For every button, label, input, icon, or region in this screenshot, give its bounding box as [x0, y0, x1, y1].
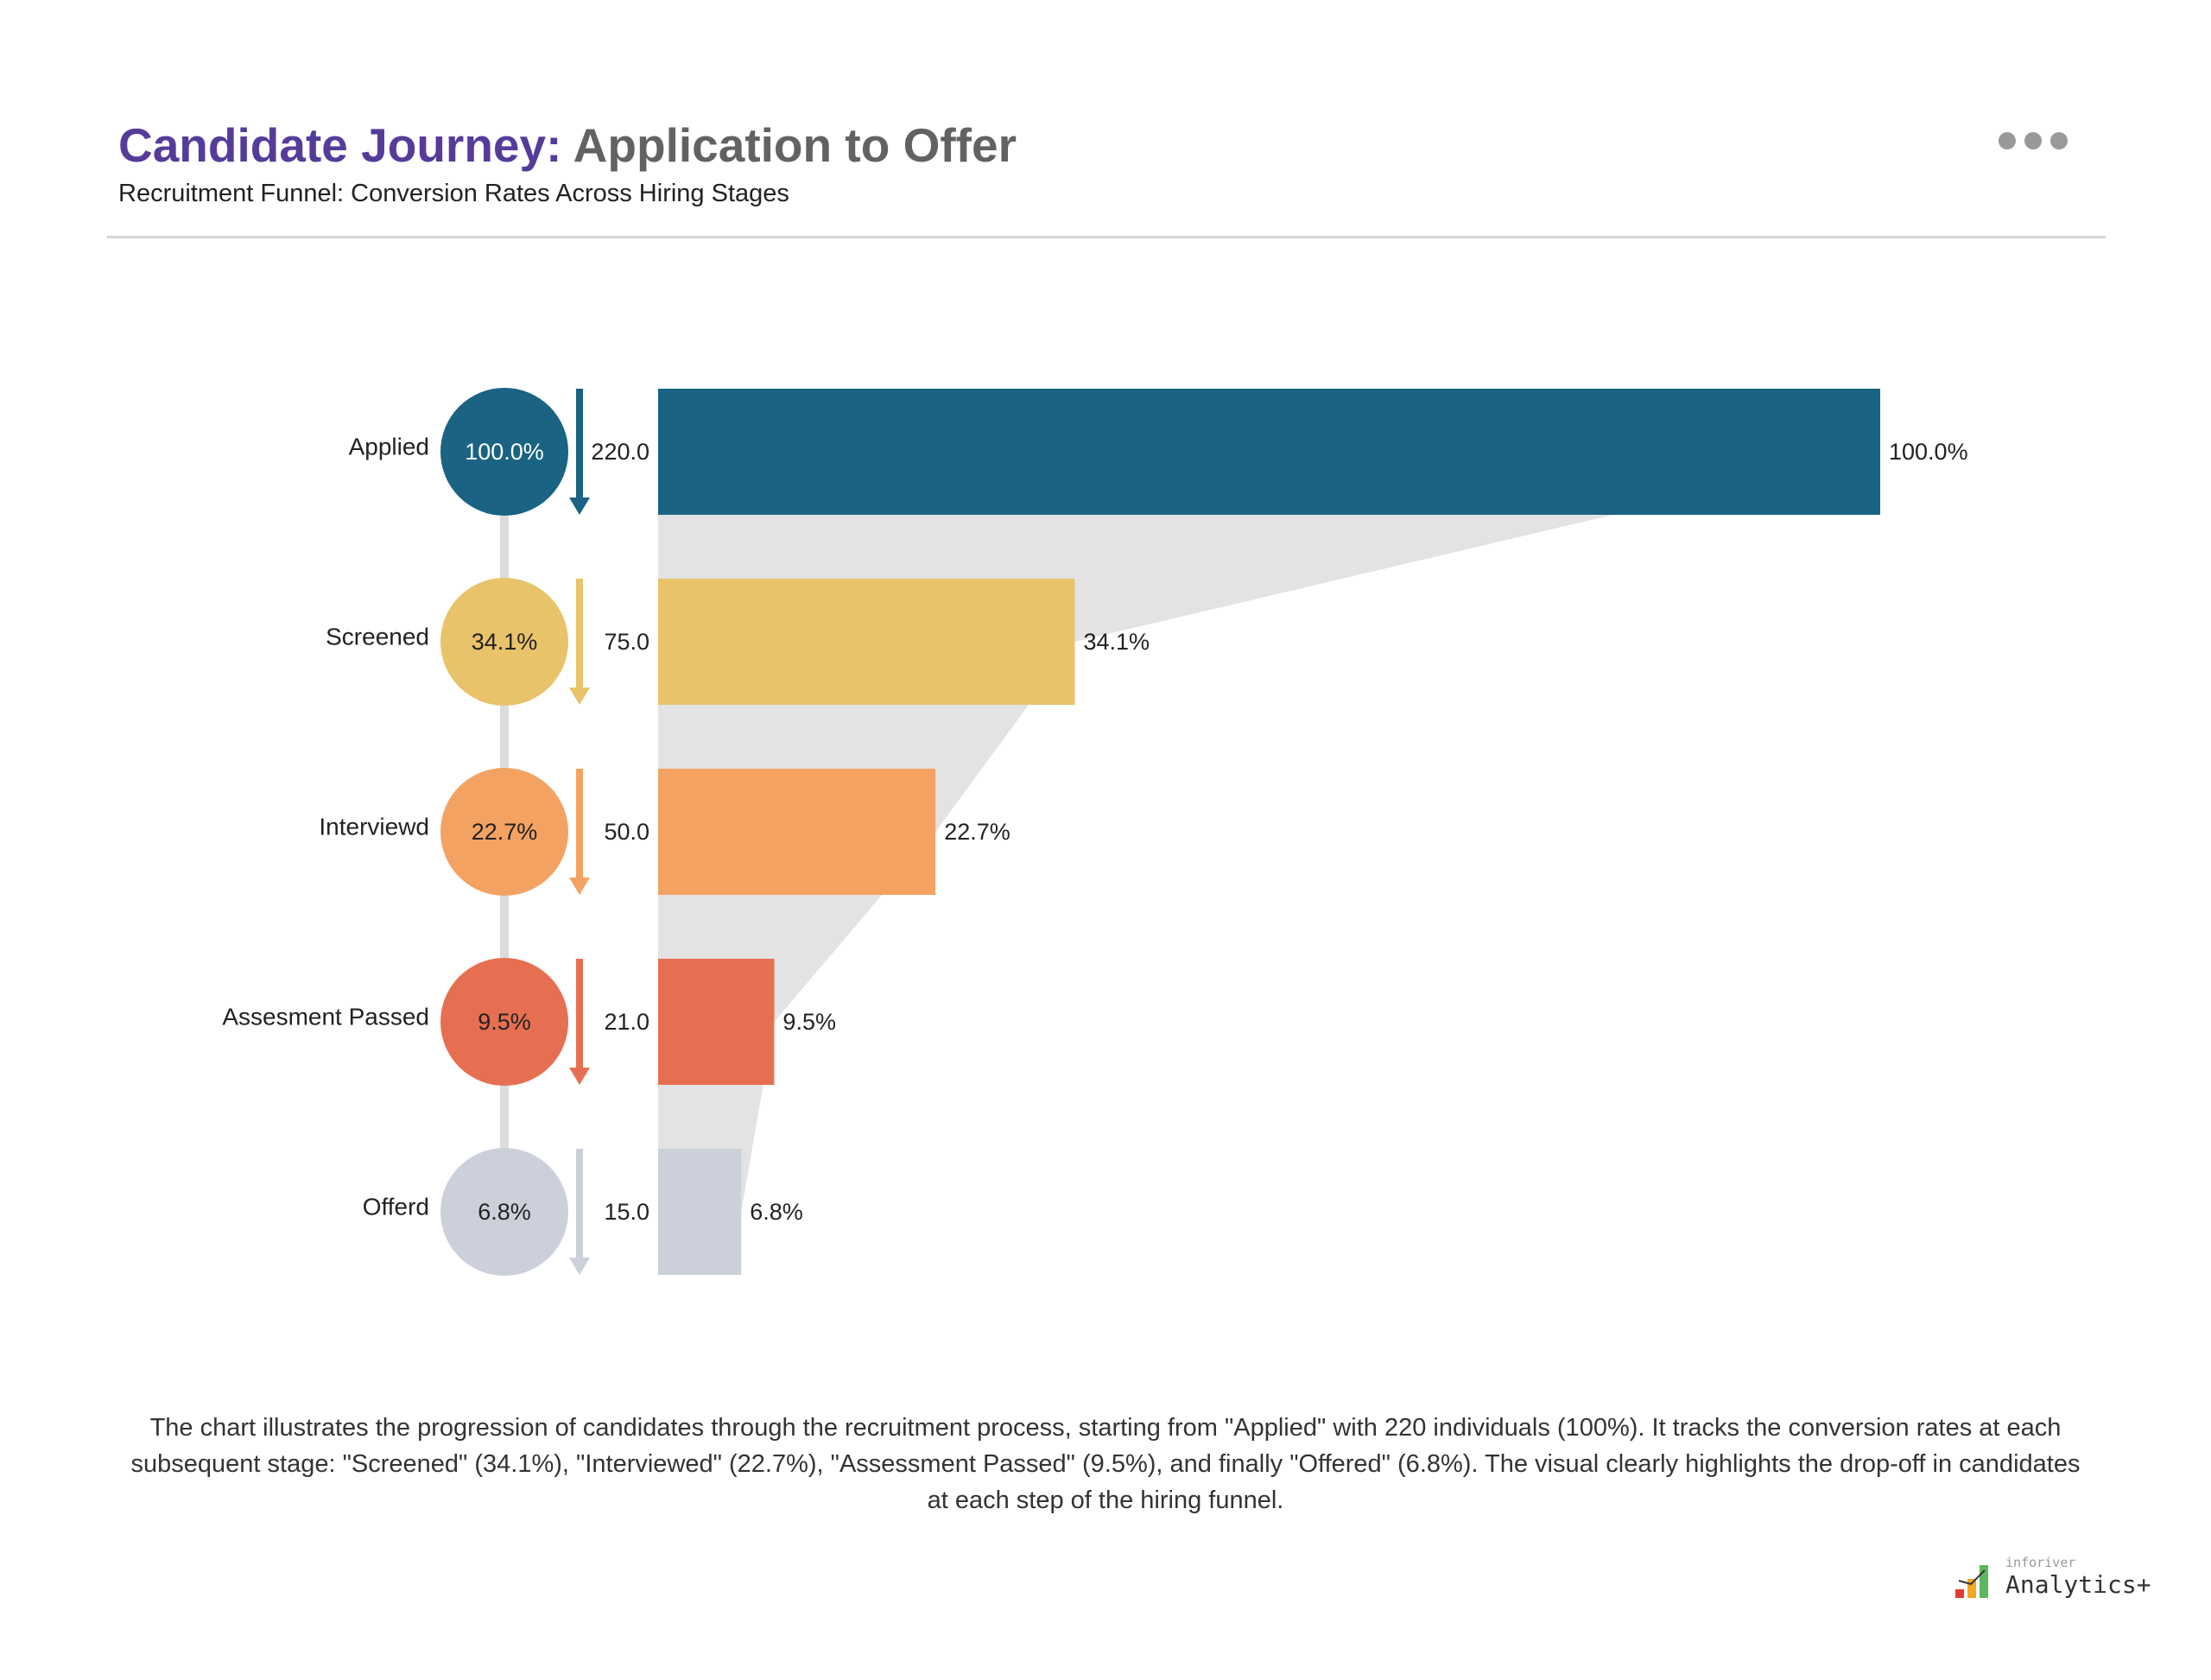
drop-arrow-shaft [576, 769, 583, 879]
arrow-down-icon [569, 878, 590, 895]
arrow-down-icon [569, 498, 590, 515]
stage-circle [440, 1148, 568, 1276]
arrow-down-icon [569, 1068, 590, 1085]
stage-percent-label: 9.5% [478, 1009, 531, 1035]
page-title: Candidate Journey: Application to Offer [118, 117, 1017, 173]
funnel-bar [658, 1149, 742, 1275]
stage-circle [440, 578, 568, 706]
stage-percent-label: 34.1% [472, 629, 538, 655]
stage-circle [440, 388, 568, 516]
header-divider [107, 236, 2106, 238]
stage-label: Offerd [363, 1193, 429, 1220]
bar-percent-label: 6.8% [750, 1199, 803, 1225]
drop-arrow-shaft [576, 959, 583, 1069]
logo-brand-large: Analytics+ [2005, 1570, 2151, 1599]
funnel-bar [658, 959, 775, 1085]
stage-value-label: 220.0 [591, 439, 649, 465]
stage-percent-label: 22.7% [472, 819, 538, 845]
stage-percent-label: 6.8% [478, 1199, 531, 1225]
title-rest: Application to Offer [561, 118, 1017, 172]
stage-value-label: 15.0 [604, 1199, 649, 1225]
stage-label: Assesment Passed [222, 1003, 429, 1030]
funnel-bar [658, 389, 1880, 515]
stage-value-label: 75.0 [604, 629, 649, 655]
bar-percent-label: 34.1% [1084, 629, 1150, 655]
stage-label: Interviewd [319, 813, 429, 840]
stage-label: Applied [349, 433, 429, 460]
title-highlight: Candidate Journey: [118, 118, 562, 172]
logo-bars-icon [1955, 1565, 1988, 1598]
bar-percent-label: 100.0% [1889, 439, 1968, 465]
drop-arrow-shaft [576, 1149, 583, 1259]
page-subtitle: Recruitment Funnel: Conversion Rates Acr… [118, 180, 789, 207]
drop-arrow-shaft [576, 389, 583, 499]
stage-value-label: 21.0 [604, 1009, 649, 1035]
stage-circle [440, 768, 568, 896]
bar-percent-label: 9.5% [782, 1009, 836, 1035]
stage-value-label: 50.0 [604, 819, 649, 845]
funnel-bar [658, 579, 1075, 705]
logo-brand-small: inforiver [2005, 1555, 2076, 1570]
stage-percent-label: 100.0% [465, 439, 544, 465]
chart-description: The chart illustrates the progression of… [130, 1414, 2081, 1514]
more-options-icon[interactable] [1999, 132, 2068, 149]
funnel-bar [658, 769, 936, 895]
analytics-plus-logo: inforiver Analytics+ [1954, 1555, 2152, 1607]
stage-circle [440, 958, 568, 1086]
stage-label: Screened [326, 623, 429, 650]
arrow-down-icon [569, 688, 590, 705]
bar-percent-label: 22.7% [944, 819, 1010, 845]
arrow-down-icon [569, 1258, 590, 1275]
drop-arrow-shaft [576, 579, 583, 689]
